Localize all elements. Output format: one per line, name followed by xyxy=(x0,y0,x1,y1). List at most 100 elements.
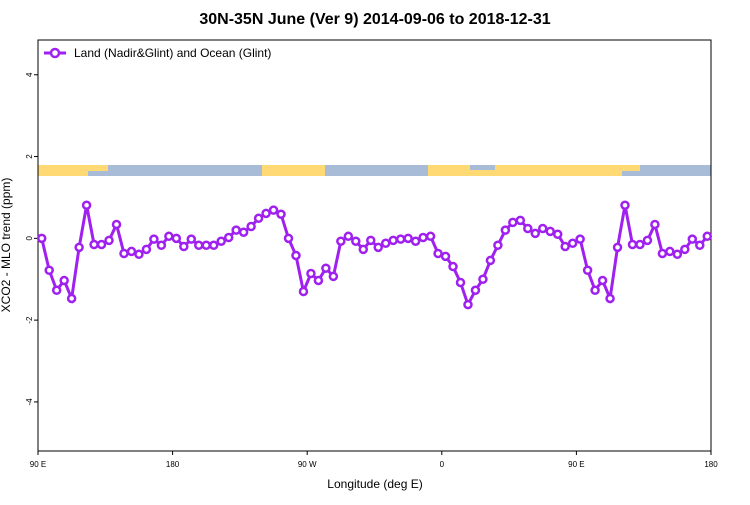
point xyxy=(238,227,249,237)
point xyxy=(680,244,690,255)
point xyxy=(560,241,570,252)
point xyxy=(642,235,653,246)
point xyxy=(149,234,159,244)
point xyxy=(96,239,107,250)
point xyxy=(702,231,713,242)
point xyxy=(448,261,458,272)
point xyxy=(410,236,421,246)
point xyxy=(298,286,309,297)
point xyxy=(440,251,451,262)
point xyxy=(231,225,241,235)
point xyxy=(575,234,585,244)
point xyxy=(425,231,436,242)
x-tick-label: 90 W xyxy=(298,460,317,469)
point xyxy=(208,240,219,251)
point xyxy=(36,233,47,244)
y-tick-label: -4 xyxy=(25,398,34,406)
point xyxy=(605,293,615,304)
point xyxy=(171,233,182,244)
point xyxy=(253,213,264,224)
point xyxy=(380,238,391,249)
point xyxy=(59,275,69,286)
point xyxy=(493,240,503,251)
point xyxy=(268,205,279,215)
point xyxy=(582,265,593,275)
point xyxy=(672,249,683,260)
x-tick-label: 90 E xyxy=(30,460,46,469)
point xyxy=(650,219,660,230)
point xyxy=(194,240,204,251)
point xyxy=(455,277,466,288)
point xyxy=(366,235,376,246)
point xyxy=(261,208,271,219)
point xyxy=(373,242,383,253)
point xyxy=(306,268,316,279)
point xyxy=(567,238,578,249)
point xyxy=(283,233,294,244)
point xyxy=(276,209,286,219)
point xyxy=(665,246,675,257)
chart-title: 30N-35N June (Ver 9) 2014-09-06 to 2018-… xyxy=(199,11,550,28)
point xyxy=(478,274,488,284)
point xyxy=(470,285,481,296)
point xyxy=(627,239,638,250)
point xyxy=(695,240,705,251)
point xyxy=(81,200,92,210)
point xyxy=(186,234,197,244)
point xyxy=(313,275,324,286)
point xyxy=(388,235,398,246)
point xyxy=(66,293,77,304)
point xyxy=(126,246,137,257)
point xyxy=(418,232,428,243)
x-axis-label: Longitude (deg E) xyxy=(327,477,422,491)
point xyxy=(530,228,541,239)
point xyxy=(590,285,600,296)
point xyxy=(597,275,608,286)
point xyxy=(223,232,234,243)
y-axis-label: XCO2 - MLO trend (ppm) xyxy=(0,178,13,313)
point xyxy=(119,248,129,259)
point xyxy=(500,225,511,235)
point xyxy=(201,240,211,251)
point xyxy=(111,219,122,230)
point xyxy=(321,263,331,273)
point xyxy=(358,244,369,255)
point xyxy=(74,242,84,253)
point xyxy=(291,250,301,261)
x-tick-label: 90 E xyxy=(568,460,584,469)
point xyxy=(485,255,496,266)
x-tick-label: 180 xyxy=(704,460,718,469)
point xyxy=(433,248,443,259)
point xyxy=(463,299,473,310)
point xyxy=(612,242,623,253)
point xyxy=(216,236,226,246)
legend-marker xyxy=(49,47,61,59)
point xyxy=(141,244,152,255)
point xyxy=(545,226,555,237)
x-tick-label: 0 xyxy=(440,460,445,469)
point xyxy=(515,215,526,226)
point xyxy=(351,236,361,246)
y-tick-label: 0 xyxy=(25,236,34,241)
point xyxy=(523,223,533,234)
point xyxy=(336,236,346,246)
point xyxy=(687,234,698,244)
plot-frame xyxy=(37,39,712,452)
point xyxy=(89,239,99,250)
point xyxy=(104,235,114,246)
point xyxy=(156,240,167,251)
land-ocean-strip xyxy=(38,165,711,176)
point xyxy=(164,231,174,242)
point xyxy=(657,248,668,259)
point xyxy=(508,217,518,228)
y-tick-label: 4 xyxy=(25,72,34,77)
legend-label: Land (Nadir&Glint) and Ocean (Glint) xyxy=(74,46,271,60)
point xyxy=(328,271,339,282)
point xyxy=(343,231,354,242)
point xyxy=(403,233,413,244)
point xyxy=(179,241,189,252)
y-tick-label: -2 xyxy=(25,316,34,324)
point xyxy=(134,249,144,260)
point xyxy=(246,221,256,232)
